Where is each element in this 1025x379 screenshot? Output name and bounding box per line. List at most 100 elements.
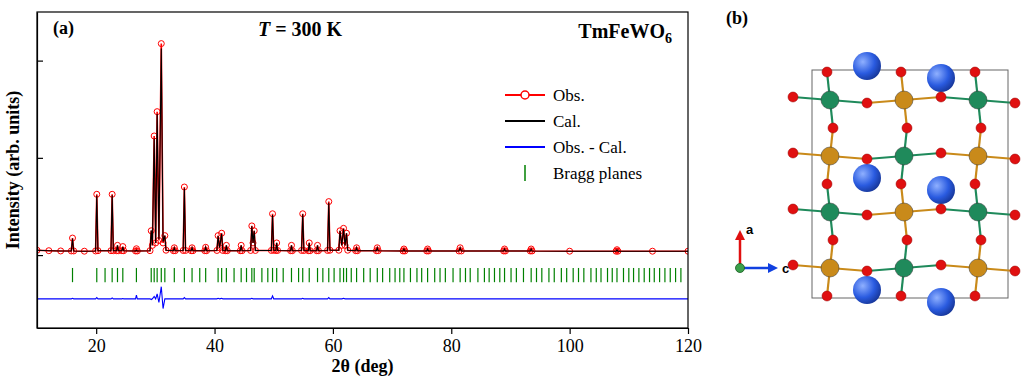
bragg-tick (510, 268, 511, 282)
bragg-tick (484, 268, 485, 282)
structure-panel: (b)ac (726, 8, 1020, 316)
fe-atom (969, 147, 987, 165)
tspan-part: T (258, 18, 271, 40)
x-tick-label: 20 (88, 336, 106, 356)
series-0 (37, 41, 688, 255)
unit-cell (812, 70, 1008, 298)
bragg-tick (72, 268, 73, 282)
bragg-tick (607, 268, 608, 282)
bragg-tick (654, 268, 655, 282)
bragg-tick (343, 268, 344, 282)
bragg-tick (154, 268, 155, 282)
bragg-tick (161, 268, 162, 282)
x-tick-label: 40 (206, 336, 224, 356)
x-tick-label: 80 (443, 336, 461, 356)
w-atom (821, 203, 839, 221)
bragg-tick (421, 268, 422, 282)
bragg-tick (616, 268, 617, 282)
bragg-tick (573, 268, 574, 282)
plot-marks (37, 41, 688, 309)
bragg-tick (416, 268, 417, 282)
w-atom (969, 91, 987, 109)
legend-label: Obs. - Cal. (553, 138, 627, 157)
bragg-tick (254, 268, 255, 282)
bragg-tick (356, 268, 357, 282)
o-atom (1010, 154, 1020, 164)
x-tick-mark (688, 328, 689, 334)
bragg-tick (399, 268, 400, 282)
bragg-tick (439, 268, 440, 282)
bragg-tick (541, 268, 542, 282)
bragg-tick (638, 268, 639, 282)
bragg-tick (623, 268, 624, 282)
legend-swatch (505, 120, 545, 122)
bragg-tick (470, 268, 471, 282)
tspan-part: 6 (665, 31, 672, 46)
bragg-tick (670, 268, 671, 282)
axis-label: a (746, 222, 754, 237)
plot-frame (37, 12, 688, 328)
legend-marker (521, 91, 529, 99)
y-tick (37, 158, 43, 159)
axis-origin (736, 264, 745, 273)
bragg-tick (680, 268, 681, 282)
bragg-tick (174, 268, 175, 282)
bragg-tick (205, 268, 206, 282)
series-line (37, 48, 688, 251)
bragg-tick (291, 268, 292, 282)
bragg-tick (117, 268, 118, 282)
o-atom (896, 291, 906, 301)
o-atom (788, 148, 798, 158)
y-tick-mark (37, 158, 43, 159)
o-atom (862, 98, 872, 108)
bragg-tick (649, 268, 650, 282)
series-2 (37, 287, 688, 309)
bragg-tick (272, 268, 273, 282)
o-atom (936, 204, 946, 214)
bragg-tick (246, 268, 247, 282)
o-atom (970, 67, 980, 77)
bragg-tick (267, 268, 268, 282)
series-marker (151, 133, 157, 139)
bragg-tick (664, 268, 665, 282)
bragg-tick (151, 268, 152, 282)
o-atom (976, 123, 986, 133)
o-atom (902, 235, 912, 245)
figure: 204060801001202θ (deg)Intensity (arb. un… (0, 0, 1025, 379)
x-axis: 20406080100120 (38, 328, 703, 356)
x-axis-line (38, 328, 689, 329)
o-atom (936, 260, 946, 270)
o-atom (1010, 210, 1020, 220)
o-atom (896, 179, 906, 189)
bragg-tick (309, 268, 310, 282)
w-atom (895, 147, 913, 165)
tm-atom (927, 288, 955, 316)
tspan-part: = 300 K (270, 18, 342, 40)
bonds (793, 72, 1015, 296)
bragg-tick (241, 268, 242, 282)
x-tick-mark (451, 328, 452, 334)
bragg-tick (370, 268, 371, 282)
bragg-tick (199, 268, 200, 282)
bragg-tick (191, 268, 192, 282)
arrow-head (768, 263, 778, 273)
bragg-tick (322, 268, 323, 282)
legend-item: Obs. - Cal. (505, 138, 627, 157)
x-tick-mark (96, 328, 97, 334)
bragg-tick (261, 268, 262, 282)
o-atom (1010, 98, 1020, 108)
y-tick (37, 255, 43, 256)
legend-item: Bragg planes (525, 164, 642, 183)
o-atom (862, 266, 872, 276)
x-tick: 80 (443, 328, 461, 356)
bragg-tick (389, 268, 390, 282)
x-tick-label: 100 (557, 336, 584, 356)
bragg-tick (157, 268, 158, 282)
y-tick-mark (37, 61, 43, 62)
x-tick-label: 120 (675, 336, 702, 356)
w-atom (969, 203, 987, 221)
x-tick: 120 (675, 328, 702, 356)
x-tick: 20 (88, 328, 106, 356)
w-atom (895, 259, 913, 277)
y-axis-title: Intensity (arb. units) (3, 91, 24, 250)
